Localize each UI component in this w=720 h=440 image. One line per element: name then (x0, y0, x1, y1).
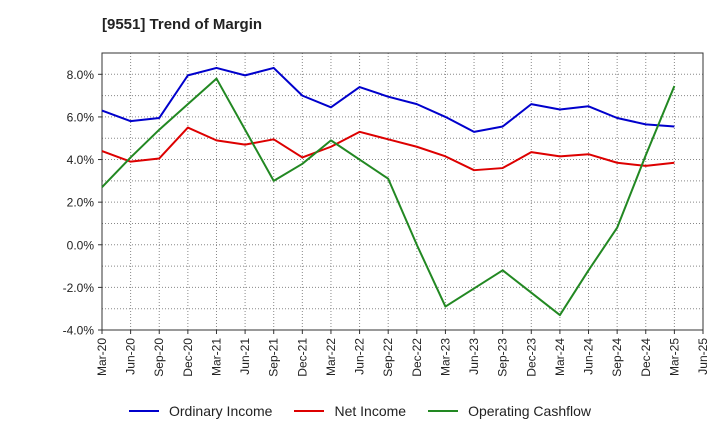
x-tick-label: Jun-24 (582, 338, 596, 375)
x-tick-label: Sep-23 (496, 338, 510, 377)
x-tick-label: Dec-21 (295, 338, 309, 377)
x-tick-label: Dec-23 (524, 338, 538, 377)
x-tick-label: Jun-21 (238, 338, 252, 375)
x-tick-label: Jun-22 (353, 338, 367, 375)
x-tick-label: Mar-24 (553, 338, 567, 376)
series-line-operating-cashflow (101, 77, 676, 317)
x-tick-label: Dec-22 (410, 338, 424, 377)
x-tick-label: Jun-25 (696, 338, 710, 375)
x-tick-label: Dec-20 (181, 338, 195, 377)
x-tick-label: Dec-24 (639, 338, 653, 377)
x-tick-label: Mar-21 (209, 338, 223, 376)
x-tick-label: Sep-20 (152, 338, 166, 377)
y-tick-label: 0.0% (67, 238, 95, 252)
x-tick-label: Sep-22 (381, 338, 395, 377)
y-tick-label: 4.0% (67, 153, 95, 167)
plot-frame (101, 52, 704, 331)
legend: Ordinary Income Net Income Operating Cashf… (0, 403, 720, 419)
y-tick-label: 6.0% (67, 110, 95, 124)
legend-label: Ordinary Income (168, 403, 273, 419)
x-tick-label: Mar-25 (667, 338, 681, 376)
legend-item-operating-cashflow: Operating Cashflow (428, 403, 591, 419)
series-line-net-income (101, 126, 675, 172)
x-tick-label: Sep-24 (610, 338, 624, 377)
x-tick-label: Jun-23 (467, 338, 481, 375)
legend-swatch (294, 410, 325, 412)
x-tick-label: Sep-21 (267, 338, 281, 377)
y-tick-label: -2.0% (63, 281, 95, 295)
y-tick-label: 8.0% (67, 68, 95, 82)
y-tick-label: 2.0% (67, 196, 95, 210)
legend-item-net-income: Net Income (294, 403, 406, 419)
x-tick-label: Mar-23 (438, 338, 452, 376)
x-tick-label: Mar-20 (95, 338, 109, 376)
legend-swatch (428, 410, 459, 412)
series-line-ordinary-income (101, 66, 675, 133)
legend-swatch (128, 410, 159, 412)
y-tick-label: -4.0% (63, 324, 95, 338)
legend-item-ordinary-income: Ordinary Income (128, 403, 273, 419)
legend-label: Operating Cashflow (468, 403, 592, 419)
legend-label: Net Income (334, 403, 407, 419)
chart-title: [9551] Trend of Margin (102, 16, 263, 33)
x-tick-label: Jun-20 (124, 338, 138, 375)
x-tick-label: Mar-22 (324, 338, 338, 376)
